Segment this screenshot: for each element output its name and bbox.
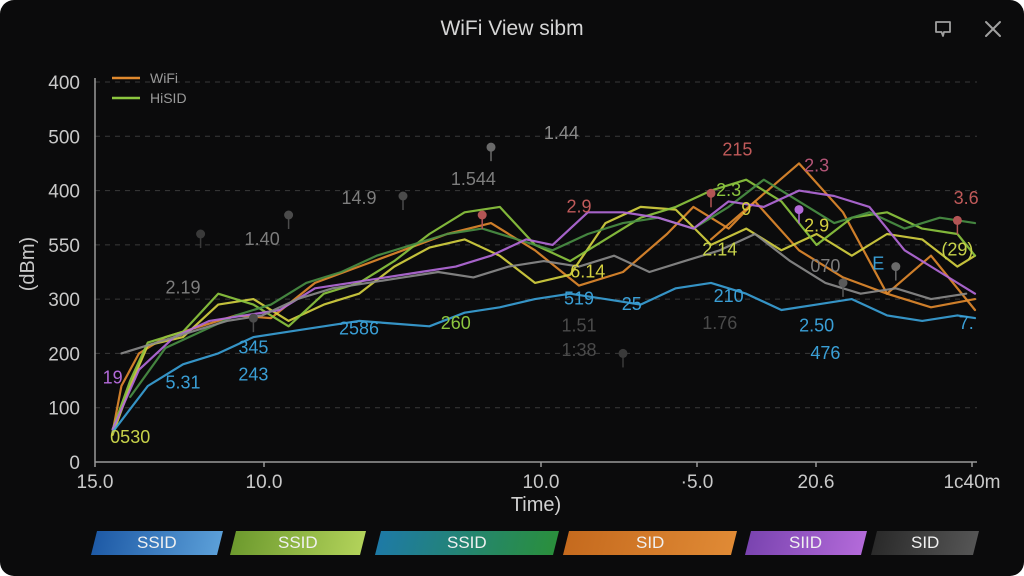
bottom-legend-bar: SSID SSID SSID SID SIID SID: [88, 531, 988, 557]
y-tick-label: 200: [48, 344, 80, 365]
y-axis-label: (dBm): [17, 237, 39, 291]
data-label: 210: [714, 286, 744, 306]
data-label: 14.9: [341, 188, 376, 208]
legend-label: WiFi: [150, 70, 178, 86]
data-point: [398, 191, 408, 201]
data-point: [196, 229, 206, 239]
data-label: 260: [441, 313, 471, 333]
data-label: 1.544: [451, 169, 496, 189]
wifi-signal-chart: 0 100 200 300 550 400 500 400 15.0 10.0 10.0 ·5.0 20…: [17, 70, 1001, 516]
data-label: 2.9: [566, 196, 591, 216]
data-label: 2.50: [799, 316, 834, 336]
data-label: 476: [810, 343, 840, 363]
x-tick-label: 1c40m: [943, 472, 1000, 493]
data-label: E: [872, 253, 884, 273]
data-label: 1.44: [544, 123, 579, 143]
x-tick-label: 10.0: [523, 472, 560, 493]
data-label: 1:38: [561, 340, 596, 360]
legend-chip-ssid-2[interactable]: SSID: [230, 531, 366, 555]
data-label: 3.6: [954, 188, 979, 208]
data-label: 1.51: [561, 316, 596, 336]
data-label: 0530: [110, 427, 150, 447]
data-label: 25: [622, 294, 642, 314]
data-point: [284, 210, 294, 220]
legend-chip-label: SIID: [789, 533, 823, 552]
legend-chip-label: SSID: [137, 533, 177, 552]
legend-chip-ssid-1[interactable]: SSID: [91, 531, 223, 555]
legend-chip-sid-4[interactable]: SID: [563, 531, 737, 555]
series-line: [120, 232, 968, 355]
data-label: 243: [238, 365, 268, 385]
data-point: [477, 210, 487, 220]
legend-chip-label: SSID: [278, 533, 318, 552]
data-point: [248, 313, 258, 323]
series-line: [709, 162, 977, 312]
y-tick-label: 550: [48, 236, 80, 257]
legend-chip-label: SID: [635, 533, 665, 552]
data-label: 2.3: [716, 180, 741, 200]
data-point: [838, 278, 848, 288]
data-label: 1.40: [245, 229, 280, 249]
legend-chip-label: SID: [910, 533, 940, 552]
series-line: [111, 205, 977, 436]
y-tick-label: 0: [69, 453, 80, 474]
data-label: 070: [810, 256, 840, 276]
data-point: [706, 188, 716, 198]
speech-bubble-icon[interactable]: [930, 16, 956, 42]
legend-chip-sid-6[interactable]: SID: [871, 531, 979, 555]
x-tick-label: 20.6: [798, 472, 835, 493]
data-label: 345: [238, 337, 268, 357]
data-label: 519: [564, 289, 594, 309]
data-label: 2.14: [702, 240, 737, 260]
series-line: [111, 189, 977, 431]
data-label: 5.31: [165, 373, 200, 393]
data-point: [794, 205, 804, 215]
legend-chip-siid-5[interactable]: SIID: [745, 531, 867, 555]
window-title: WiFi View sibm: [440, 17, 584, 40]
data-point: [952, 215, 962, 225]
x-axis-label: Time): [511, 494, 561, 516]
data-label: 2.9: [804, 215, 829, 235]
data-point: [618, 348, 628, 358]
y-tick-label: 400: [48, 73, 80, 94]
legend-chip-label: SSID: [447, 533, 487, 552]
data-label: 7.: [959, 313, 974, 333]
data-label: 2.3: [804, 156, 829, 176]
close-icon[interactable]: [980, 16, 1006, 42]
x-tick-label: 15.0: [77, 472, 114, 493]
y-tick-label: 300: [48, 290, 80, 311]
data-point: [891, 262, 901, 272]
series-line: [129, 178, 977, 398]
data-label: 19: [103, 367, 123, 387]
x-tick-label: 10.0: [246, 472, 283, 493]
data-label: (29): [941, 240, 973, 260]
title-bar: WiFi View sibm: [0, 0, 1024, 60]
data-label: 1.76: [702, 313, 737, 333]
data-label: 9: [741, 199, 751, 219]
y-tick-label: 100: [48, 399, 80, 420]
data-label: 215: [722, 139, 752, 159]
y-tick-label: 400: [48, 182, 80, 203]
x-tick-label: ·5.0: [681, 472, 714, 493]
legend-chip-ssid-3[interactable]: SSID: [375, 531, 559, 555]
legend-label: HiSID: [150, 90, 187, 106]
data-label: 2586: [339, 318, 379, 338]
y-tick-label: 500: [48, 127, 80, 148]
data-label: 6.14: [570, 261, 605, 281]
data-point: [486, 142, 496, 152]
data-label: 2.19: [165, 278, 200, 298]
series-line: [111, 281, 977, 434]
